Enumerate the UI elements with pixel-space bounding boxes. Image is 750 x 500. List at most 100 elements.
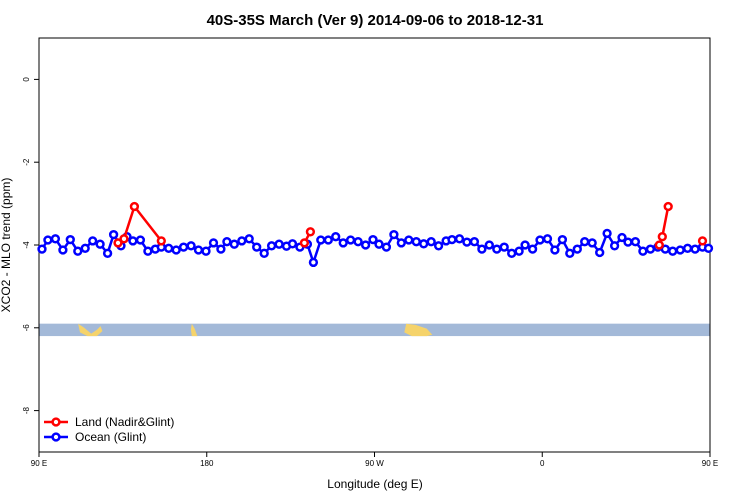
data-point: [143, 246, 153, 256]
data-point: [119, 234, 129, 244]
data-point: [186, 241, 196, 251]
data-point: [462, 237, 472, 247]
data-point: [178, 242, 189, 252]
data-point: [565, 248, 575, 258]
data-point: [88, 236, 98, 246]
data-point: [43, 235, 53, 245]
data-point: [617, 232, 627, 243]
data-point: [129, 201, 140, 212]
x-tick-label: 90 E: [702, 459, 718, 468]
y-tick-label: -2: [22, 158, 31, 166]
data-point: [368, 234, 378, 245]
data-point: [305, 227, 316, 237]
data-point: [331, 232, 341, 242]
data-point: [630, 237, 641, 247]
data-point: [287, 239, 298, 249]
data-point: [675, 245, 685, 255]
x-tick-label: 180: [200, 459, 214, 468]
data-point: [657, 232, 667, 242]
data-point: [550, 245, 560, 255]
data-point: [156, 236, 166, 246]
data-point: [216, 244, 226, 254]
data-point: [602, 228, 612, 239]
legend-label: Land (Nadir&Glint): [75, 415, 174, 429]
x-tick-label: 90 E: [31, 459, 47, 468]
data-point: [80, 243, 90, 253]
data-point: [595, 247, 605, 258]
data-point: [229, 239, 239, 249]
data-point: [308, 257, 319, 268]
series-layer: [37, 201, 714, 268]
data-point: [454, 234, 465, 244]
data-point: [374, 239, 384, 249]
data-point: [572, 244, 582, 254]
data-point: [113, 238, 123, 248]
data-point: [58, 245, 68, 255]
series-land: [113, 201, 708, 250]
data-point: [663, 201, 673, 212]
data-point: [193, 245, 204, 255]
y-axis-label: XCO2 - MLO trend (ppm): [0, 178, 13, 313]
data-point: [609, 241, 620, 251]
data-point: [557, 234, 568, 245]
data-point: [316, 235, 326, 245]
map-land-patch: [78, 323, 103, 337]
data-point: [252, 242, 262, 252]
data-point: [419, 239, 429, 249]
data-point: [469, 237, 480, 247]
data-point: [244, 234, 254, 244]
data-point: [37, 244, 47, 254]
data-point: [237, 236, 247, 246]
data-point: [645, 244, 656, 254]
data-point: [668, 246, 678, 256]
data-point: [527, 244, 538, 254]
data-point: [587, 238, 597, 248]
data-point: [484, 240, 494, 250]
x-tick-label: 0: [540, 459, 545, 468]
data-point: [50, 234, 61, 244]
data-point: [274, 239, 284, 249]
data-point: [108, 229, 119, 240]
data-point: [514, 246, 524, 256]
data-point: [404, 235, 414, 245]
y-tick-label: -4: [22, 241, 31, 249]
data-point: [389, 229, 399, 240]
data-point: [201, 246, 211, 256]
data-point: [520, 240, 530, 250]
legend-marker: [51, 432, 61, 442]
legend-marker: [51, 417, 61, 427]
data-point: [345, 235, 356, 245]
data-point: [638, 246, 648, 256]
data-point: [542, 234, 553, 244]
map-land-patch: [190, 323, 198, 337]
data-point: [507, 248, 517, 258]
data-point: [477, 244, 487, 254]
legend-label: Ocean (Glint): [75, 430, 146, 444]
data-point: [426, 237, 436, 247]
y-tick-label: 0: [22, 77, 31, 82]
data-point: [323, 235, 333, 245]
data-point: [95, 239, 105, 249]
data-point: [697, 236, 708, 246]
data-point: [135, 235, 146, 245]
series-ocean: [37, 228, 714, 268]
data-point: [360, 240, 371, 250]
data-point: [222, 237, 232, 247]
map-ocean-band: [39, 323, 710, 337]
chart-title: 40S-35S March (Ver 9) 2014-09-06 to 2018…: [207, 12, 544, 29]
legend: Land (Nadir&Glint)Ocean (Glint): [44, 415, 174, 444]
data-point: [208, 238, 219, 248]
y-tick-label: -6: [22, 324, 31, 332]
data-point: [411, 237, 421, 247]
data-point: [164, 243, 174, 253]
data-point: [690, 244, 700, 254]
data-point: [535, 235, 545, 245]
map-land-patch: [404, 323, 433, 337]
data-point: [73, 246, 83, 256]
data-point: [171, 245, 181, 255]
data-point: [128, 236, 138, 246]
data-point: [703, 243, 714, 253]
y-tick-label: -8: [22, 406, 31, 414]
map-strip: [39, 323, 710, 337]
